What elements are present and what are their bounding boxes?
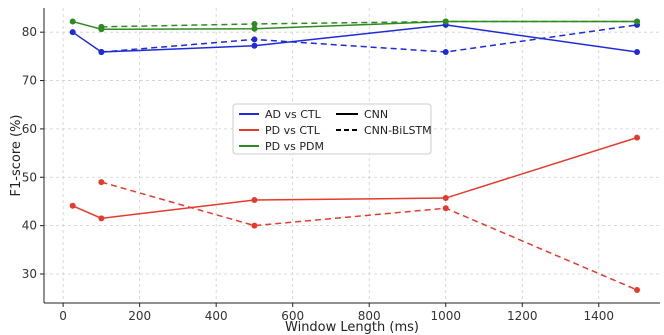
data-point-pd-vs-ctl-cnn — [251, 196, 258, 203]
data-point-pd-vs-ctl-cnn — [98, 215, 105, 222]
data-point-pd-vs-ctl-cnn — [442, 195, 449, 202]
grid-lines — [44, 8, 660, 303]
y-tick-label: 30 — [22, 267, 37, 281]
data-point-pd-vs-pdm-cnn — [69, 18, 76, 25]
data-point-pd-vs-pdm-cnn-bilstm — [98, 23, 105, 30]
data-point-ad-vs-ctl-cnn-bilstm — [442, 49, 449, 56]
y-tick-label: 40 — [22, 219, 37, 233]
data-point-pd-vs-ctl-cnn-bilstm — [251, 222, 258, 229]
x-tick-label: 600 — [281, 309, 304, 323]
legend-label: PD vs PDM — [265, 140, 324, 153]
y-tick-label: 80 — [22, 25, 37, 39]
x-tick-label: 400 — [205, 309, 228, 323]
data-point-pd-vs-pdm-cnn-bilstm — [251, 20, 258, 27]
data-point-ad-vs-ctl-cnn — [634, 49, 641, 56]
x-tick-label: 0 — [59, 309, 67, 323]
legend: AD vs CTL PD vs CTL PD vs PDM CNN CNN-BiLSTM — [232, 103, 432, 155]
x-tick-label: 800 — [358, 309, 381, 323]
legend-label: AD vs CTL — [265, 108, 322, 121]
x-tick-label: 1200 — [507, 309, 538, 323]
x-axis-label: Window Length (ms) — [285, 320, 419, 335]
x-tick-label: 1000 — [430, 309, 461, 323]
x-tick-label: 1400 — [584, 309, 615, 323]
axes: 0 200 400 600 800 1000 1200 1400 30 40 50 60 70 80 — [22, 8, 660, 323]
legend-label: PD vs CTL — [265, 124, 321, 137]
data-point-ad-vs-ctl-cnn-bilstm — [98, 49, 105, 56]
legend-label: CNN-BiLSTM — [364, 124, 432, 137]
y-tick-label: 50 — [22, 170, 37, 184]
series-lines — [69, 18, 641, 293]
y-tick-label: 60 — [22, 122, 37, 136]
legend-box — [232, 103, 432, 155]
data-point-pd-vs-pdm-cnn-bilstm — [442, 18, 449, 25]
y-tick-label: 70 — [22, 74, 37, 88]
y-axis-label: F1-score (%) — [9, 115, 24, 197]
series-line-pd-vs-pdm-cnn-bilstm — [101, 20, 638, 28]
x-tick-label: 200 — [128, 309, 151, 323]
data-point-ad-vs-ctl-cnn — [69, 29, 76, 36]
data-point-pd-vs-ctl-cnn-bilstm — [442, 205, 449, 212]
data-point-pd-vs-ctl-cnn-bilstm — [634, 286, 641, 293]
data-point-pd-vs-ctl-cnn — [634, 134, 641, 141]
data-point-ad-vs-ctl-cnn-bilstm — [251, 36, 258, 43]
data-point-pd-vs-ctl-cnn — [69, 202, 76, 209]
data-point-ad-vs-ctl-cnn — [251, 42, 258, 49]
data-point-pd-vs-pdm-cnn — [251, 25, 258, 32]
series-line-pd-vs-ctl-cnn-bilstm — [101, 181, 638, 291]
series-line-ad-vs-ctl-cnn-bilstm — [101, 24, 638, 53]
legend-label: CNN — [364, 108, 388, 121]
data-point-pd-vs-ctl-cnn-bilstm — [98, 179, 105, 186]
data-point-pd-vs-pdm-cnn-bilstm — [634, 18, 641, 25]
